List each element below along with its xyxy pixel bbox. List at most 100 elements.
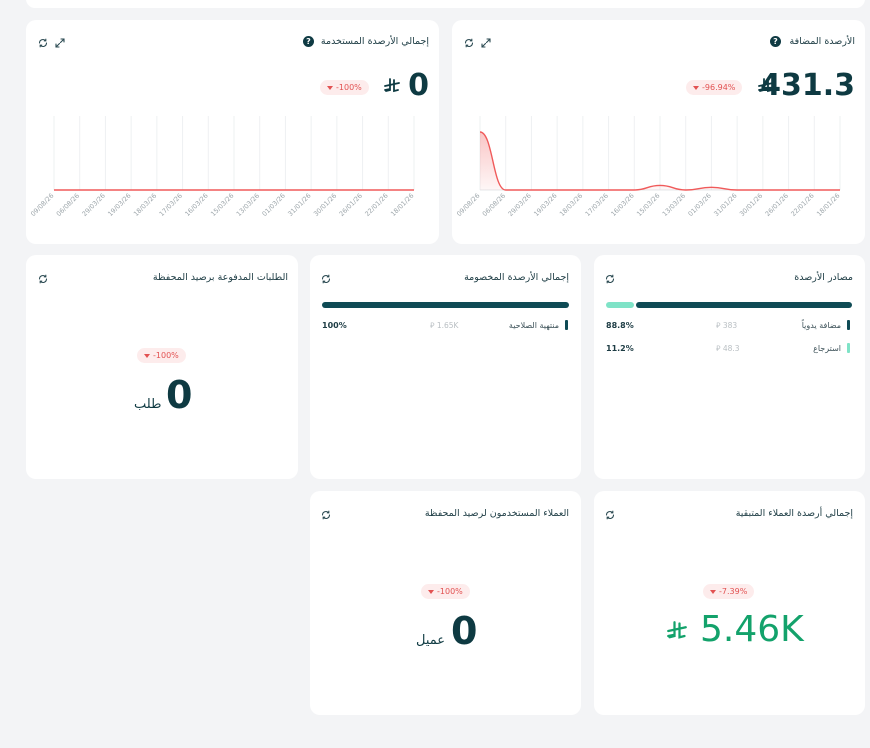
card-title: العملاء المستخدمون لرصيد المحفظة xyxy=(424,508,569,519)
x-tick-label: 13/03/26 xyxy=(235,192,261,218)
x-tick-label: 18/01/26 xyxy=(389,192,415,218)
x-tick-label: 22/01/26 xyxy=(789,192,815,218)
riyal-icon xyxy=(384,78,400,94)
x-tick-label: 30/01/26 xyxy=(738,192,764,218)
x-tick-label: 31/01/26 xyxy=(712,192,738,218)
sources-stacked-bar xyxy=(606,302,852,308)
down-arrow-icon xyxy=(144,353,150,358)
x-tick-label: 31/01/26 xyxy=(286,192,312,218)
x-tick-label: 16/03/26 xyxy=(183,192,209,218)
x-tick-label: 06/08/26 xyxy=(481,192,507,218)
refresh-icon[interactable] xyxy=(320,273,332,285)
x-tick-label: 09/08/26 xyxy=(455,192,481,218)
top-partial-card xyxy=(26,0,865,8)
change-badge: -100% xyxy=(421,584,470,599)
series-line xyxy=(479,131,840,191)
x-tick-label: 29/03/26 xyxy=(507,192,533,218)
legend-amount: ⃁ 383 xyxy=(716,321,738,330)
refresh-icon[interactable] xyxy=(37,37,49,49)
refresh-icon[interactable] xyxy=(320,509,332,521)
x-tick-label: 29/03/26 xyxy=(81,192,107,218)
card-title: مصادر الأرصدة xyxy=(794,272,853,283)
added-balances-value: 431.3 xyxy=(760,68,855,103)
change-badge-value: -100% xyxy=(336,83,362,92)
change-badge: -100% xyxy=(320,80,369,95)
legend-swatch xyxy=(565,320,568,330)
used-balances-chart: 09/08/26 06/08/26 29/03/26 19/03/26 18/03/26… xyxy=(29,116,415,218)
legend-swatch xyxy=(847,343,850,353)
help-icon[interactable]: ? xyxy=(303,36,314,47)
legend-percent: 11.2% xyxy=(606,344,634,353)
legend-swatch xyxy=(847,320,850,330)
card-title: إجمالي الأرصدة المخصومة xyxy=(464,272,569,283)
legend-amount: ⃁ 48.3 xyxy=(716,344,740,353)
x-tick-label: 19/03/26 xyxy=(106,192,132,218)
x-tick-label: 17/03/26 xyxy=(584,192,610,218)
change-badge: -7.39% xyxy=(703,584,755,599)
bar-segment-refund xyxy=(606,302,634,308)
x-tick-label: 15/03/26 xyxy=(209,192,235,218)
customers-value: 0 xyxy=(451,609,478,653)
expand-icon[interactable] xyxy=(480,37,492,49)
added-balances-chart: 09/08/26 06/08/26 29/03/26 19/03/26 18/03/26… xyxy=(455,116,841,218)
x-tick-label: 26/01/26 xyxy=(764,192,790,218)
change-badge-value: -7.39% xyxy=(719,587,748,596)
x-tick-label: 15/03/26 xyxy=(635,192,661,218)
unit-label: طلب xyxy=(134,397,162,412)
sources-card: مصادر الأرصدة مضافة يدوياً ⃁ 383 88.8% ا… xyxy=(594,255,865,479)
remaining-balances-value: 5.46K xyxy=(700,609,804,650)
card-title: إجمالي الأرصدة المستخدمة xyxy=(320,36,429,47)
down-arrow-icon xyxy=(428,589,434,594)
customers-card: العملاء المستخدمون لرصيد المحفظة -100% 0… xyxy=(310,491,581,715)
x-tick-label: 18/03/26 xyxy=(558,192,584,218)
unit-label: عميل xyxy=(416,633,446,648)
riyal-icon xyxy=(667,621,687,641)
refresh-icon[interactable] xyxy=(604,273,616,285)
added-balances-card: ? الأرصدة المضافة 431.3 -96.94% 09/08/26… xyxy=(452,20,865,244)
remaining-balances-card: إجمالي أرصدة العملاء المتبقية -7.39% 5.4… xyxy=(594,491,865,715)
x-tick-label: 18/01/26 xyxy=(815,192,841,218)
x-tick-label: 06/08/26 xyxy=(55,192,81,218)
legend-label: مضافة يدوياً xyxy=(801,321,841,330)
change-badge: -100% xyxy=(137,348,186,363)
bar-segment-manual xyxy=(636,302,852,308)
card-title: الأرصدة المضافة xyxy=(789,36,856,47)
x-tick-label: 17/03/26 xyxy=(158,192,184,218)
down-arrow-icon xyxy=(327,85,333,90)
x-tick-label: 22/01/26 xyxy=(363,192,389,218)
change-badge-value: -100% xyxy=(437,587,463,596)
deducted-bar xyxy=(322,302,569,308)
x-tick-label: 26/01/26 xyxy=(338,192,364,218)
legend-label: استرجاع xyxy=(813,344,841,353)
x-tick-label: 19/03/26 xyxy=(532,192,558,218)
deducted-card: إجمالي الأرصدة المخصومة منتهية الصلاحية … xyxy=(310,255,581,479)
paid-orders-card: الطلبات المدفوعة برصيد المحفظة -100% 0 ط… xyxy=(26,255,298,479)
legend-label: منتهية الصلاحية xyxy=(508,321,559,330)
x-tick-label: 13/03/26 xyxy=(661,192,687,218)
help-icon[interactable]: ? xyxy=(770,36,781,47)
x-tick-label: 30/01/26 xyxy=(312,192,338,218)
expand-icon[interactable] xyxy=(54,37,66,49)
legend-amount-value: 48.3 xyxy=(722,344,740,353)
refresh-icon[interactable] xyxy=(37,273,49,285)
change-badge-value: -100% xyxy=(153,351,179,360)
used-balances-value: 0 xyxy=(408,68,429,103)
riyal-icon xyxy=(758,78,774,94)
x-tick-label: 16/03/26 xyxy=(609,192,635,218)
used-balances-card: ? إجمالي الأرصدة المستخدمة 0 -100% 09/08… xyxy=(26,20,439,244)
change-badge-value: -96.94% xyxy=(702,83,736,92)
x-tick-label: 09/08/26 xyxy=(29,192,55,218)
x-tick-label: 01/03/26 xyxy=(261,192,287,218)
x-tick-label: 01/03/26 xyxy=(687,192,713,218)
card-title: الطلبات المدفوعة برصيد المحفظة xyxy=(152,272,288,283)
paid-orders-value: 0 xyxy=(166,373,193,417)
legend-amount-value: 1.65K xyxy=(436,321,459,330)
legend-amount-value: 383 xyxy=(722,321,738,330)
refresh-icon[interactable] xyxy=(463,37,475,49)
down-arrow-icon xyxy=(710,589,716,594)
legend-percent: 88.8% xyxy=(606,321,634,330)
refresh-icon[interactable] xyxy=(604,509,616,521)
legend-amount: ⃁ 1.65K xyxy=(430,321,459,330)
x-tick-label: 18/03/26 xyxy=(132,192,158,218)
card-title: إجمالي أرصدة العملاء المتبقية xyxy=(735,508,853,519)
